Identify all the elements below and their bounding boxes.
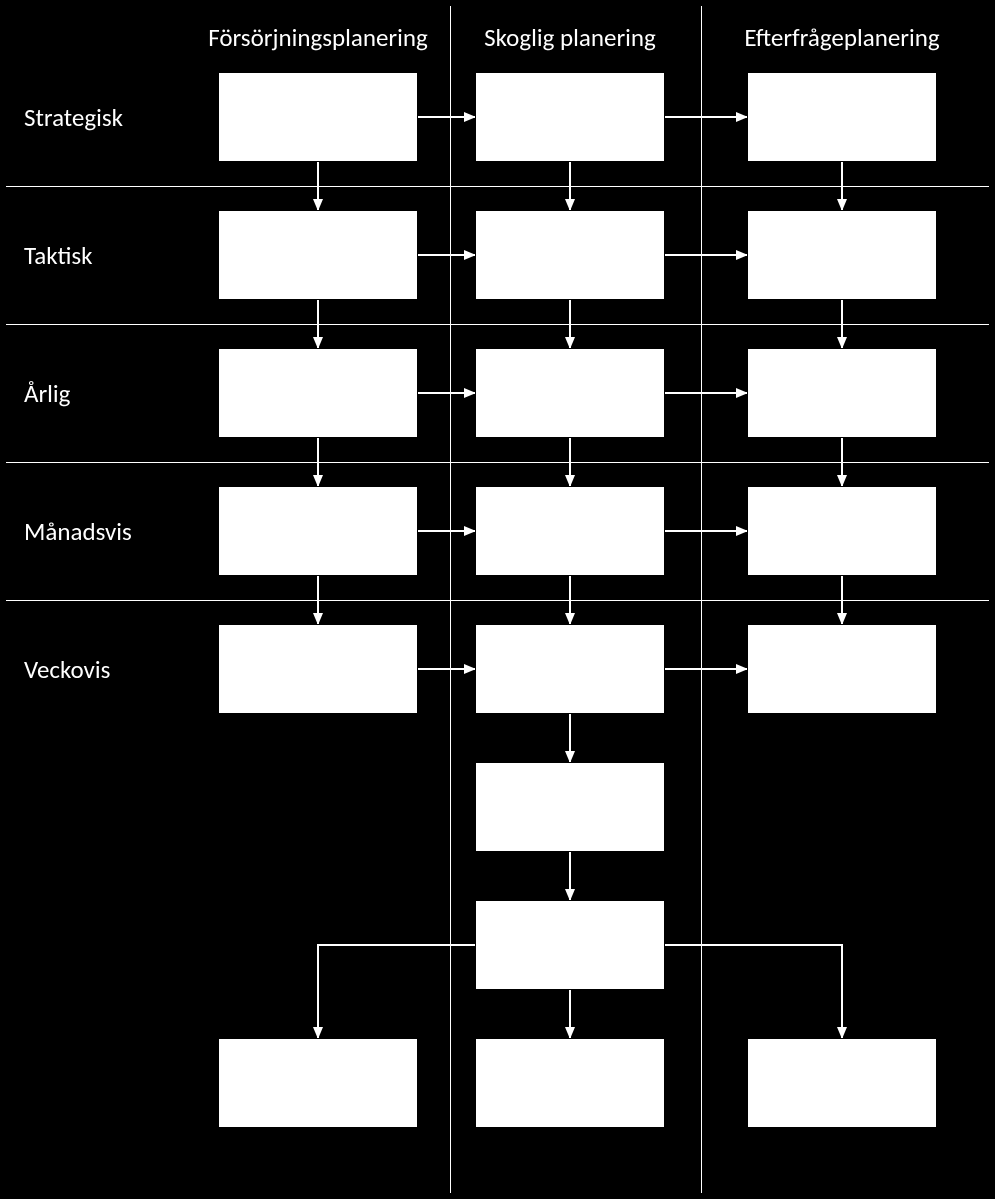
- node-A4: [218, 486, 418, 576]
- row-header-4: Månadsvis: [24, 516, 132, 547]
- node-C2: [747, 210, 937, 300]
- horizontal-separator-0: [6, 186, 989, 187]
- node-B7: [475, 900, 665, 990]
- node-C8: [747, 1038, 937, 1128]
- node-C5: [747, 624, 937, 714]
- node-A3: [218, 348, 418, 438]
- node-C4: [747, 486, 937, 576]
- node-B6: [475, 762, 665, 852]
- node-B1: [475, 72, 665, 162]
- node-A2: [218, 210, 418, 300]
- node-A5: [218, 624, 418, 714]
- horizontal-separator-2: [6, 462, 989, 463]
- node-C1: [747, 72, 937, 162]
- node-B8: [475, 1038, 665, 1128]
- row-header-1: Strategisk: [24, 102, 123, 133]
- horizontal-separator-3: [6, 600, 989, 601]
- node-A1: [218, 72, 418, 162]
- column-header-C: Efterfrågeplanering: [702, 22, 982, 53]
- node-B2: [475, 210, 665, 300]
- node-B4: [475, 486, 665, 576]
- row-header-3: Årlig: [24, 378, 70, 409]
- column-header-B: Skoglig planering: [430, 22, 710, 53]
- node-C3: [747, 348, 937, 438]
- row-header-5: Veckovis: [24, 654, 110, 685]
- row-header-2: Taktisk: [24, 240, 93, 271]
- arrow-B7-A8: [318, 945, 475, 1038]
- arrow-B7-C8: [665, 945, 842, 1038]
- horizontal-separator-1: [6, 324, 989, 325]
- node-A8: [218, 1038, 418, 1128]
- column-header-A: Försörjningsplanering: [178, 22, 458, 53]
- node-B3: [475, 348, 665, 438]
- node-B5: [475, 624, 665, 714]
